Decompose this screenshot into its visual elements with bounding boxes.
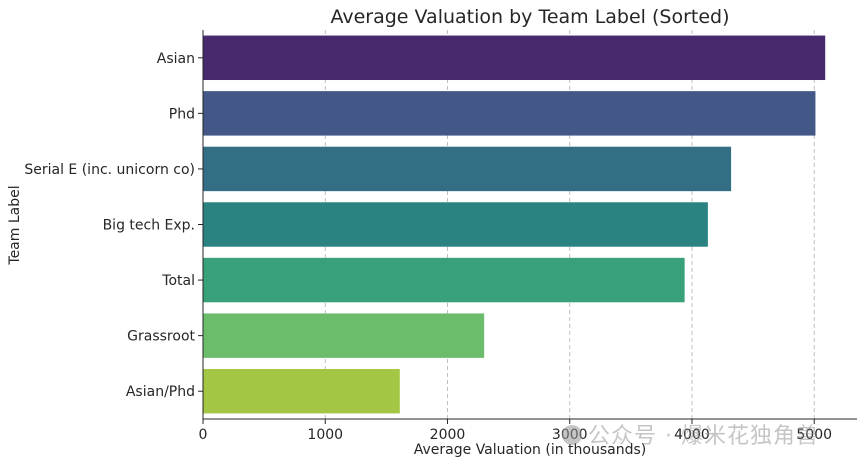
y-axis-label: Team Label <box>7 185 23 265</box>
bars <box>203 35 826 414</box>
bar-grassroot <box>203 313 485 358</box>
bar-total <box>203 257 685 303</box>
bar-phd <box>203 91 816 136</box>
y-ticks: Asian Phd Serial E (inc. unicorn co) Big te… <box>24 51 203 400</box>
x-tick-label: 0 <box>199 427 208 443</box>
x-tick-label: 5000 <box>796 427 832 443</box>
bar-big-tech-exp <box>203 202 708 247</box>
x-axis-label: Average Valuation (in thousands) <box>414 442 646 458</box>
bar-serial-e-inc-unicorn-co <box>203 146 732 192</box>
bar-asian <box>203 35 826 81</box>
x-tick-label: 1000 <box>307 427 343 443</box>
chart-title: Average Valuation by Team Label (Sorted) <box>330 6 729 28</box>
y-tick-label: Big tech Exp. <box>103 218 195 234</box>
y-tick-label: Grassroot <box>127 329 195 345</box>
watermark: 公众号 · 爆米花独角兽 <box>562 418 819 450</box>
bar-asian-phd <box>203 368 400 414</box>
y-tick-label: Phd <box>169 106 195 122</box>
watermark-text: 公众号 · 爆米花独角兽 <box>588 424 819 449</box>
y-tick-label: Total <box>161 273 195 289</box>
y-tick-label: Asian/Phd <box>126 384 195 400</box>
x-tick-label: 2000 <box>430 427 466 443</box>
x-tick-label: 4000 <box>674 427 710 443</box>
wechat-icon <box>562 425 582 445</box>
y-tick-label: Serial E (inc. unicorn co) <box>24 162 195 178</box>
y-tick-label: Asian <box>157 51 195 67</box>
